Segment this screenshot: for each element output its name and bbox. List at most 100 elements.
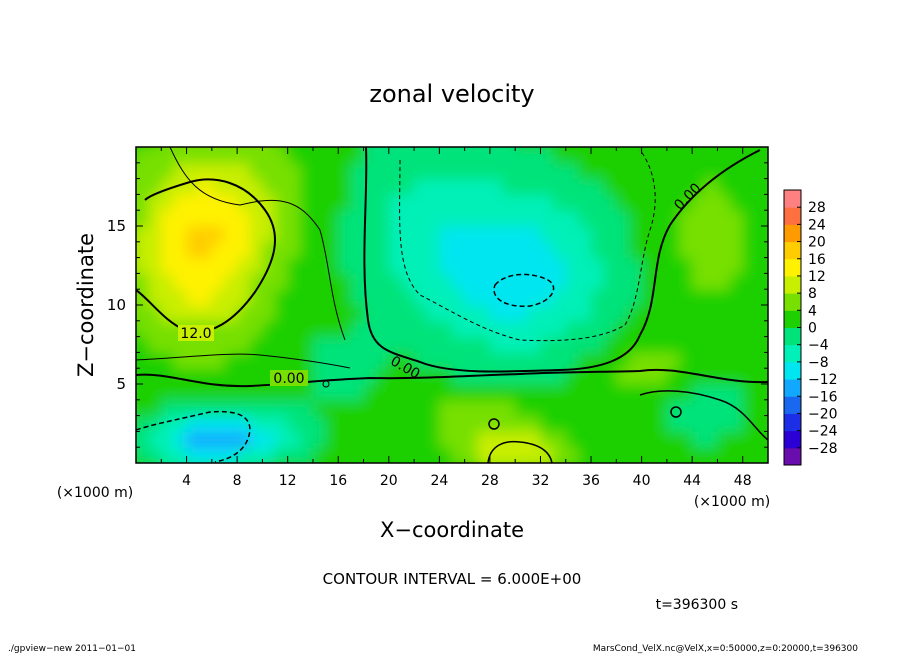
heatmap-cell	[363, 431, 377, 448]
heatmap-cell	[401, 162, 415, 180]
heatmap-cell	[527, 336, 542, 353]
heatmap-cell	[439, 178, 453, 195]
contour-label-12: 12.0	[180, 326, 211, 342]
heatmap-cell	[313, 463, 326, 479]
heatmap-cell	[666, 241, 681, 259]
heatmap-cell	[350, 273, 365, 290]
heatmap-cell	[540, 178, 554, 195]
heatmap-cell	[452, 336, 466, 353]
heatmap-cell	[705, 463, 718, 479]
heatmap-cell	[464, 273, 478, 290]
heatmap-cell	[136, 320, 150, 338]
heatmap-cell	[502, 320, 516, 338]
heatmap-cell	[578, 431, 592, 448]
heatmap-cell	[553, 352, 567, 369]
heatmap-cell	[338, 399, 352, 417]
heatmap-cell	[388, 384, 403, 401]
heatmap-cell	[565, 162, 579, 180]
heatmap-cell	[350, 447, 365, 463]
heatmap-cell	[704, 415, 719, 432]
heatmap-cell	[199, 178, 213, 195]
heatmap-cell	[641, 241, 655, 259]
heatmap-cell	[464, 352, 478, 369]
heatmap-cell	[388, 210, 403, 227]
heatmap-cell	[527, 226, 542, 243]
heatmap-cell	[161, 210, 175, 227]
heatmap-cell	[452, 352, 466, 369]
heatmap-cell	[262, 147, 276, 148]
heatmap-cell	[376, 147, 390, 164]
heatmap-cell	[136, 147, 150, 164]
heatmap-cell	[136, 336, 137, 353]
heatmap-cell	[173, 431, 188, 448]
heatmap-cell	[136, 368, 150, 385]
heatmap-cell	[312, 289, 327, 306]
heatmap-cell	[325, 384, 339, 401]
footer-left: ./gpview−new 2011−01−01	[8, 644, 136, 654]
heatmap-cell	[312, 384, 327, 401]
heatmap-cell	[275, 273, 289, 290]
heatmap-cell	[249, 162, 263, 180]
heatmap-cell	[704, 399, 719, 417]
heatmap-cell	[452, 463, 465, 479]
heatmap-cell	[717, 368, 731, 385]
heatmap-cell	[173, 147, 188, 148]
heatmap-cell	[300, 257, 314, 274]
heatmap-cell	[755, 352, 768, 369]
heatmap-cell	[401, 273, 415, 290]
heatmap-cell	[173, 210, 188, 227]
heatmap-cell	[161, 384, 175, 401]
heatmap-cell	[136, 257, 150, 274]
heatmap-cell	[565, 336, 579, 353]
heatmap-cell	[666, 257, 681, 274]
heatmap-cell	[249, 431, 263, 448]
heatmap-cell	[364, 463, 377, 479]
heatmap-cell	[173, 273, 188, 290]
colorbar-swatch	[784, 344, 801, 363]
heatmap-cell	[717, 447, 731, 463]
heatmap-cell	[350, 178, 365, 195]
heatmap-cell	[717, 241, 731, 259]
colorbar-label: −8	[808, 355, 829, 371]
heatmap-cell	[388, 162, 403, 180]
heatmap-cell	[692, 336, 706, 353]
heatmap-cell	[742, 320, 756, 338]
heatmap-cell	[237, 273, 251, 290]
heatmap-cell	[502, 415, 516, 432]
heatmap-cell	[148, 447, 162, 463]
heatmap-cell	[515, 415, 529, 432]
heatmap-cell	[300, 210, 314, 227]
heatmap-cell	[489, 336, 504, 353]
heatmap-cell	[768, 226, 781, 242]
heatmap-cell	[730, 352, 744, 369]
heatmap-cell	[464, 447, 478, 463]
heatmap-cell	[768, 416, 781, 432]
heatmap-cell	[148, 289, 162, 306]
heatmap-cell	[515, 257, 529, 274]
heatmap-cell	[692, 305, 706, 322]
heatmap-cell	[363, 352, 377, 369]
heatmap-cell	[325, 273, 339, 290]
heatmap-cell	[237, 226, 251, 243]
heatmap-cell	[136, 320, 137, 338]
heatmap-cell	[237, 257, 251, 274]
heatmap-cell	[679, 289, 693, 306]
heatmap-cell	[654, 210, 668, 227]
heatmap-cell	[666, 178, 681, 195]
heatmap-cell	[717, 210, 731, 227]
heatmap-cell	[477, 305, 491, 322]
heatmap-cell	[249, 257, 263, 274]
heatmap-cell	[679, 210, 693, 227]
heatmap-cell	[249, 384, 263, 401]
heatmap-cell	[363, 147, 377, 148]
contour-neg12-lower	[136, 410, 251, 463]
heatmap-cell	[591, 415, 605, 432]
heatmap-cell	[704, 226, 719, 243]
x-tick-label: 48	[734, 473, 752, 489]
heatmap-cell	[768, 273, 781, 289]
heatmap-cell	[768, 337, 781, 353]
heatmap-cell	[388, 273, 403, 290]
heatmap-cell	[515, 447, 529, 463]
heatmap-cell	[553, 320, 567, 338]
heatmap-cell	[338, 273, 352, 290]
